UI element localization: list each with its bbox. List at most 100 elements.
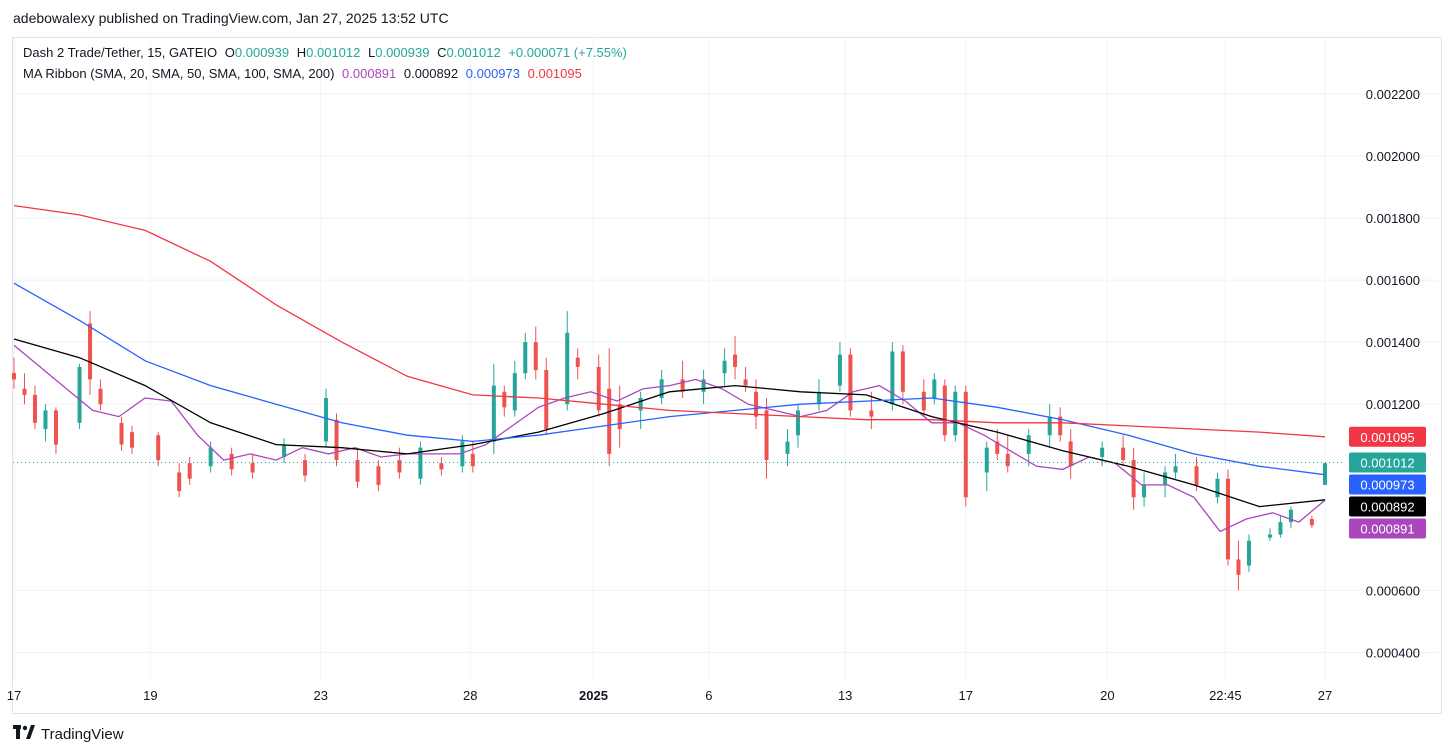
- ma-line: [13, 204, 1326, 438]
- candle-body: [1100, 447, 1105, 457]
- candle-body: [491, 385, 496, 442]
- candle: [32, 385, 37, 430]
- candle-body: [88, 323, 93, 380]
- candle: [722, 348, 727, 386]
- x-tick-label: 17: [7, 688, 21, 703]
- candle: [282, 438, 287, 464]
- candle-body: [512, 373, 517, 411]
- candle-body: [334, 419, 339, 461]
- candle-body: [701, 379, 706, 392]
- ma-ribbon-label: MA Ribbon (SMA, 20, SMA, 50, SMA, 100, S…: [23, 66, 335, 81]
- candle: [177, 463, 182, 498]
- candle: [1278, 515, 1283, 538]
- candle-body: [1058, 416, 1063, 436]
- x-tick-label: 17: [959, 688, 973, 703]
- candle-body: [1225, 478, 1230, 560]
- ohlc-close: C0.001012: [437, 45, 501, 60]
- chart-frame[interactable]: [12, 37, 1442, 714]
- candle-body: [355, 460, 360, 482]
- candle-body: [1215, 478, 1220, 498]
- candle-body: [282, 444, 287, 457]
- x-tick-label: 20: [1100, 688, 1114, 703]
- candle: [43, 404, 48, 442]
- price-tag-label: 0.000891: [1360, 522, 1414, 537]
- candle: [764, 398, 769, 479]
- candles: [12, 311, 1327, 591]
- price-tag-label: 0.000973: [1360, 478, 1414, 493]
- candle: [1215, 472, 1220, 504]
- candle-body: [43, 410, 48, 430]
- candle: [355, 447, 360, 488]
- candle-body: [1267, 534, 1272, 538]
- candle: [1323, 463, 1327, 485]
- candle-body: [376, 466, 381, 485]
- candle-body: [932, 379, 937, 398]
- candle-body: [1288, 509, 1293, 523]
- sma20-value: 0.000891: [342, 66, 397, 81]
- candle-body: [177, 472, 182, 492]
- candle-body: [1142, 484, 1147, 498]
- candle-body: [418, 447, 423, 479]
- sma100-value: 0.000973: [465, 66, 520, 81]
- candle-body: [900, 351, 905, 392]
- ma-ribbon-legend[interactable]: MA Ribbon (SMA, 20, SMA, 50, SMA, 100, S…: [23, 66, 586, 81]
- candle: [502, 385, 507, 417]
- candle-body: [229, 453, 234, 470]
- candle: [638, 391, 643, 430]
- y-tick-label: 0.000600: [1366, 583, 1420, 598]
- candle-body: [921, 391, 926, 411]
- ma-line: [13, 282, 1326, 476]
- price-tag-box: [1349, 452, 1426, 473]
- candle: [1121, 435, 1126, 467]
- candle: [680, 360, 685, 398]
- candle-body: [984, 447, 989, 473]
- price-tag: 0.000892: [1349, 496, 1426, 517]
- candle-body: [1246, 540, 1251, 566]
- candle: [617, 385, 622, 448]
- candle-body: [617, 404, 622, 430]
- x-tick-label: 6: [705, 688, 712, 703]
- candle-body: [575, 357, 580, 367]
- candle: [1163, 466, 1168, 498]
- price-tag: 0.000891: [1349, 518, 1426, 539]
- candle-body: [869, 410, 874, 417]
- candle: [77, 363, 82, 430]
- candle-body: [638, 398, 643, 411]
- price-tag: 0.001012: [1349, 452, 1426, 473]
- candle-body: [544, 370, 549, 430]
- symbol-legend[interactable]: Dash 2 Trade/Tether, 15, GATEIO O0.00093…: [23, 45, 631, 60]
- brand-footer[interactable]: TradingView: [13, 725, 124, 744]
- candle: [565, 311, 570, 411]
- candle: [1068, 429, 1073, 479]
- candle-body: [303, 460, 308, 476]
- y-tick-label: 0.001800: [1366, 211, 1420, 226]
- candle: [890, 342, 895, 411]
- candle-body: [1323, 463, 1327, 485]
- candle-body: [119, 422, 124, 445]
- publisher-line: adebowalexy published on TradingView.com…: [13, 10, 449, 26]
- grid: [13, 38, 1439, 680]
- candle-body: [250, 463, 255, 473]
- y-tick-label: 0.002000: [1366, 149, 1420, 164]
- candle: [156, 432, 161, 467]
- candle-body: [953, 391, 958, 436]
- candle: [418, 441, 423, 485]
- candle-body: [743, 379, 748, 386]
- candle: [1288, 506, 1293, 529]
- y-tick-label: 0.001200: [1366, 397, 1420, 412]
- candle-body: [1278, 522, 1283, 535]
- candle: [785, 429, 790, 467]
- candle-body: [32, 394, 37, 423]
- candle: [1309, 515, 1314, 529]
- y-tick-label: 0.001400: [1366, 335, 1420, 350]
- y-tick-label: 0.001600: [1366, 273, 1420, 288]
- candle: [88, 311, 93, 395]
- x-tick-label: 23: [314, 688, 328, 703]
- candle: [129, 425, 134, 454]
- candle-body: [565, 332, 570, 405]
- candle-body: [963, 391, 968, 498]
- candle-body: [1194, 466, 1199, 485]
- candle-body: [890, 351, 895, 405]
- candle: [1236, 540, 1241, 591]
